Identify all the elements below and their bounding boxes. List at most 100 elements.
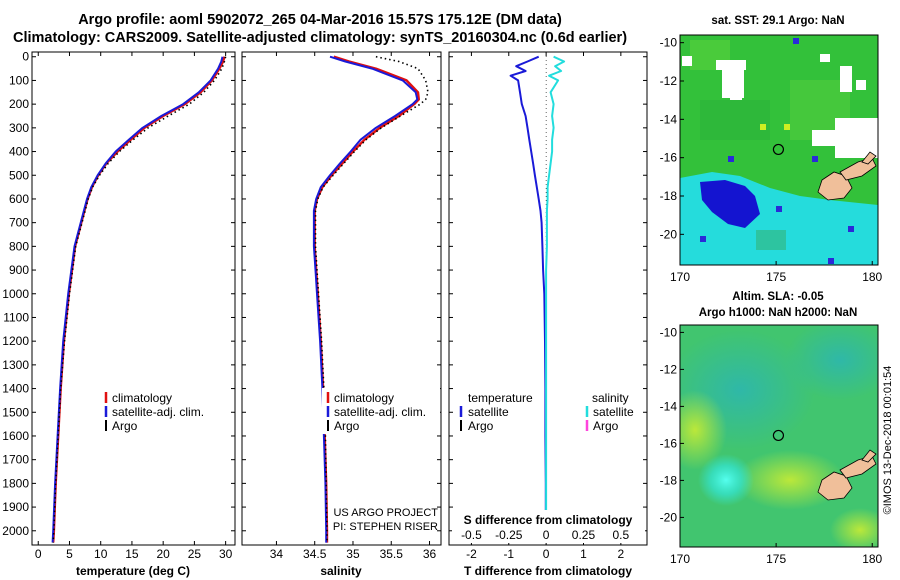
- x-tick-label: 0: [35, 547, 42, 561]
- temperature-argo-line: [52, 56, 227, 543]
- map-lon-label: 180: [862, 552, 882, 566]
- salinity-axes-frame: [241, 51, 442, 546]
- map-lat-label: -20: [660, 227, 678, 241]
- s-diff-tick-label: 0.5: [613, 528, 630, 542]
- temperature-axis-label: temperature (deg C): [76, 564, 190, 578]
- x-tick-label: 0: [543, 547, 550, 561]
- temperature-panel: 0100200300400500600700800900100011001200…: [2, 50, 236, 578]
- map-lon-label: 170: [670, 552, 690, 566]
- map-lat-label: -12: [660, 362, 678, 376]
- sst-cloud-2: [716, 60, 746, 70]
- s-axis-box: [452, 510, 645, 543]
- temperature-axis-ticks: 0 5 10 15 20 25 30: [35, 52, 233, 561]
- depth-tick-label: 1500: [2, 405, 29, 419]
- s-diff-tick-label: 0.25: [572, 528, 596, 542]
- salinity-axis-ticks: 34 34.5 35 35.5 36: [270, 52, 437, 561]
- salinity-legend-box: [322, 388, 440, 434]
- sst-cloud-4: [730, 90, 742, 100]
- map-lat-label: -18: [660, 473, 678, 487]
- map-lat-label: -14: [660, 112, 678, 126]
- salinity-axis-label: salinity: [320, 564, 362, 578]
- sla-yellow-left: [680, 390, 727, 470]
- header-line-2: Climatology: CARS2009. Satellite-adjuste…: [13, 30, 627, 46]
- depth-tick-label: 1000: [2, 287, 29, 301]
- map-lat-label: -20: [660, 510, 678, 524]
- map-lat-label: -16: [660, 436, 678, 450]
- map-lon-label: 170: [670, 270, 690, 284]
- depth-tick-label: 100: [9, 73, 29, 87]
- depth-tick-label: 200: [9, 97, 29, 111]
- map-lat-label: -18: [660, 189, 678, 203]
- salinity-difference-line: [545, 55, 566, 543]
- map-lat-label: -14: [660, 399, 678, 413]
- s-difference-label: S difference from climatology: [464, 513, 633, 527]
- x-tick-label: 1: [580, 547, 587, 561]
- credit-pi: PI: STEPHEN RISER: [333, 521, 438, 533]
- sst-map-panel: sat. SST: 29.1 Argo: NaN: [660, 15, 883, 284]
- x-tick-label: 20: [156, 547, 170, 561]
- sla-map-panel: Altim. SLA: -0.05 Argo h1000: NaN h2000:…: [660, 291, 883, 566]
- temperature-axes-frame: [31, 51, 236, 546]
- sst-map-title: sat. SST: 29.1 Argo: NaN: [711, 15, 844, 27]
- imos-timestamp: ©IMOS 13-Dec-2018 00:01:54: [882, 366, 894, 515]
- sla-map-field: [680, 325, 878, 547]
- depth-tick-label: 500: [9, 168, 29, 182]
- sst-cloud-7: [856, 80, 866, 90]
- difference-panel: -2 -1 0 1 2 temperature satellite Argo salin…: [448, 51, 648, 578]
- legend-argo-label: Argo: [112, 419, 138, 433]
- map-lon-label: 175: [766, 270, 786, 284]
- sla-teal-area-2: [785, 325, 878, 400]
- sst-island-taveuni: [861, 151, 877, 165]
- sla-yellow-bottomright: [830, 508, 878, 547]
- sst-argo-location-marker: [772, 143, 785, 156]
- sal-legend-satellite-label: satellite-adj. clim.: [334, 405, 426, 419]
- header-line-1: Argo profile: aoml 5902072_265 04-Mar-20…: [78, 12, 562, 28]
- sst-blue-patch: [700, 180, 760, 228]
- depth-tick-label: 400: [9, 145, 29, 159]
- map-lat-label: -10: [660, 36, 678, 50]
- sst-cloud-5: [820, 54, 830, 62]
- legend-satellite-label: satellite-adj. clim.: [112, 405, 204, 419]
- depth-tick-label: 300: [9, 121, 29, 135]
- x-tick-label: 30: [219, 547, 233, 561]
- map-lon-label: 180: [862, 270, 882, 284]
- sst-map-ticks: 170 175 180 -10 -12 -14 -16 -18 -20: [660, 36, 883, 284]
- x-tick-label: 34.5: [303, 547, 327, 561]
- sst-teal-patch: [756, 230, 786, 250]
- sst-px-9: [700, 236, 706, 242]
- sst-px-4: [728, 156, 734, 162]
- x-tick-label: 35: [346, 547, 360, 561]
- depth-tick-label: 1300: [2, 358, 29, 372]
- legend-t-argo-label: Argo: [468, 419, 494, 433]
- x-tick-label: 34: [270, 547, 284, 561]
- sst-px-2: [760, 124, 766, 130]
- sla-yellow-center: [735, 450, 845, 510]
- salinity-panel: 34 34.5 35 35.5 36 salinity climatology sate…: [241, 51, 442, 578]
- depth-tick-label: 800: [9, 239, 29, 253]
- t-difference-axis-label: T difference from climatology: [464, 564, 632, 578]
- x-tick-label: 5: [66, 547, 73, 561]
- depth-tick-label: 2000: [2, 524, 29, 538]
- temperature-satellite-line: [51, 56, 224, 543]
- sla-island-vitilevu: [817, 471, 853, 501]
- depth-axis-ticks: 0 100 200 300 400 500 600 700 800 900 1000 1100 1200…: [2, 50, 235, 538]
- sla-map-frame: [679, 324, 879, 548]
- legend-temperature-title: temperature: [468, 391, 533, 405]
- sst-px-7: [848, 226, 854, 232]
- depth-tick-label: 1900: [2, 500, 29, 514]
- depth-tick-label: 1200: [2, 334, 29, 348]
- map-lat-label: -16: [660, 151, 678, 165]
- temperature-profiles: [51, 56, 227, 543]
- sst-px-1: [793, 38, 799, 44]
- temperature-legend: climatology satellite-adj. clim. Argo: [102, 388, 220, 434]
- legend-s-satellite-label: satellite: [593, 405, 634, 419]
- sst-map-field: [680, 35, 878, 265]
- sst-patch-mid: [700, 100, 770, 140]
- legend-s-argo-label: Argo: [593, 419, 619, 433]
- x-tick-label: 2: [618, 547, 625, 561]
- sst-map-frame: [679, 34, 879, 266]
- sst-cloud-8: [835, 118, 878, 158]
- salinity-profiles: [312, 55, 429, 543]
- depth-tick-label: 900: [9, 263, 29, 277]
